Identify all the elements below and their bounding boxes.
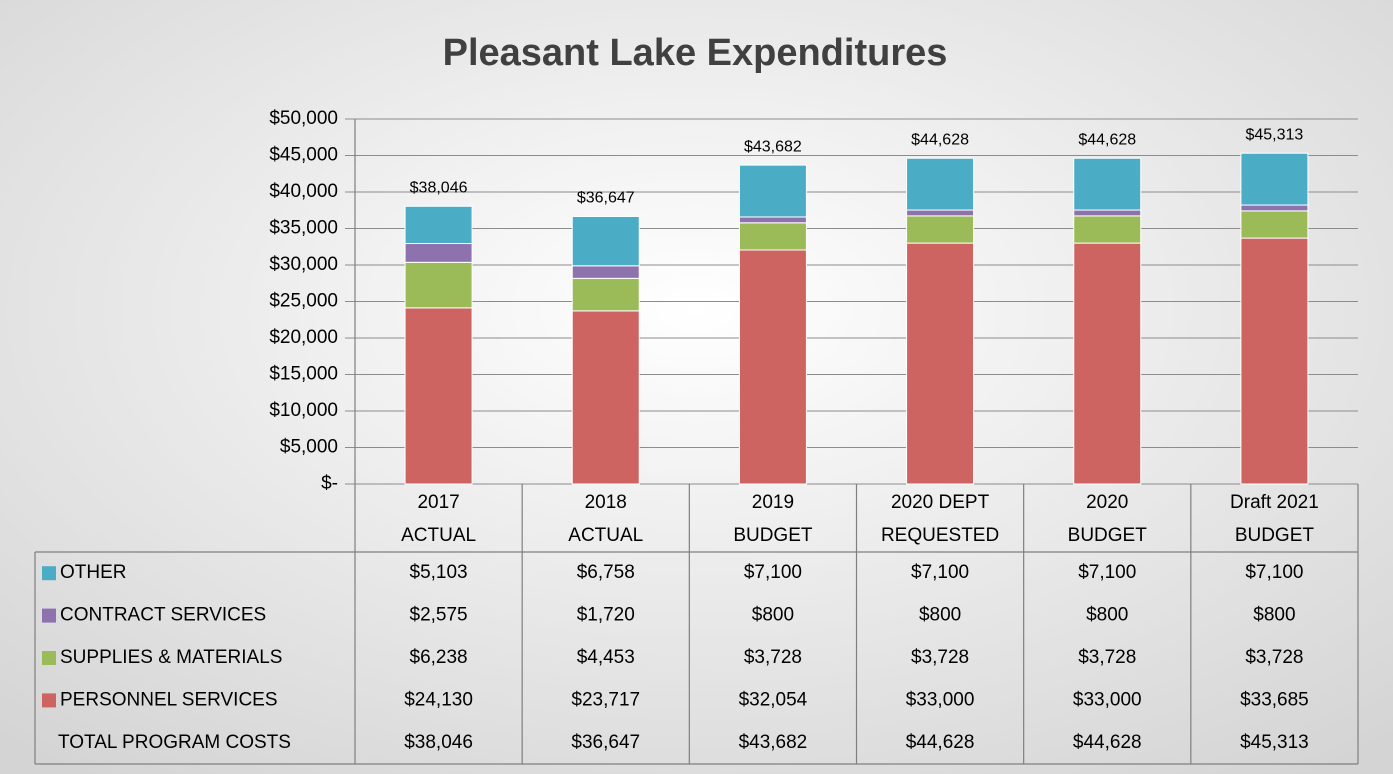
- bar-segment: [404, 205, 473, 245]
- category-label: REQUESTED: [881, 525, 999, 546]
- bar-segment: [404, 261, 473, 309]
- category-label: ACTUAL: [401, 525, 476, 546]
- bar-segment: [906, 157, 975, 211]
- category-label: 2019: [752, 492, 794, 513]
- legend-label: CONTRACT SERVICES: [60, 605, 266, 626]
- table-cell: $23,717: [571, 689, 640, 710]
- table-cell: $6,758: [577, 562, 635, 583]
- bar-segment: [1073, 242, 1142, 485]
- chart-title: Pleasant Lake Expenditures: [443, 32, 948, 74]
- legend-label: OTHER: [60, 562, 127, 583]
- bar-segment: [571, 310, 640, 485]
- table-cell: $24,130: [404, 689, 473, 710]
- y-tick-label: $10,000: [269, 400, 338, 421]
- category-label: BUDGET: [1235, 525, 1315, 546]
- bar-segment: [906, 215, 975, 244]
- legend-swatch: [42, 651, 56, 665]
- table-cell: $800: [919, 605, 961, 626]
- total-label: $44,628: [1078, 131, 1136, 148]
- table-cell: $1,720: [577, 605, 635, 626]
- bar-segment: [1240, 210, 1309, 239]
- category-label: 2020 DEPT: [891, 492, 990, 513]
- table-cell: $800: [1086, 605, 1128, 626]
- table-cell: $3,728: [1078, 647, 1136, 668]
- category-label: 2020: [1086, 492, 1128, 513]
- bar-segment: [571, 265, 640, 279]
- total-label: $45,313: [1245, 126, 1303, 143]
- table-cell: $2,575: [410, 605, 468, 626]
- table-cell: $44,628: [1073, 732, 1142, 753]
- y-tick-label: $25,000: [269, 291, 338, 312]
- total-label: $43,682: [744, 138, 802, 155]
- table-cell: $38,046: [404, 732, 473, 753]
- legend-label: SUPPLIES & MATERIALS: [60, 647, 282, 668]
- bar-segment: [1240, 152, 1309, 206]
- bar-segment: [1073, 209, 1142, 217]
- table-cell: $6,238: [410, 647, 468, 668]
- legend-swatch: [42, 693, 56, 708]
- bar-segment: [1073, 215, 1142, 244]
- bar-segment: [738, 216, 807, 224]
- table-cell: $4,453: [577, 647, 635, 668]
- legend-label: TOTAL PROGRAM COSTS: [58, 732, 291, 753]
- bar-segment: [738, 222, 807, 251]
- y-tick-label: $50,000: [269, 108, 338, 129]
- bar-segment: [404, 243, 473, 263]
- y-tick-label: $15,000: [269, 364, 338, 385]
- table-cell: $3,728: [1245, 647, 1303, 668]
- bar-segment: [1240, 204, 1309, 212]
- bar-segment: [738, 249, 807, 485]
- table-cell: $3,728: [744, 647, 802, 668]
- bar-segment: [906, 242, 975, 485]
- y-tick-label: $-: [321, 473, 338, 494]
- total-label: $38,046: [410, 179, 468, 196]
- y-tick-label: $30,000: [269, 254, 338, 275]
- bar-segment: [1073, 157, 1142, 211]
- table-cell: $36,647: [571, 732, 640, 753]
- category-label: Draft 2021: [1230, 492, 1319, 513]
- bar-segment: [571, 277, 640, 312]
- table-cell: $800: [752, 605, 794, 626]
- y-tick-label: $45,000: [269, 145, 338, 166]
- table-cell: $7,100: [911, 562, 969, 583]
- table-cell: $7,100: [1078, 562, 1136, 583]
- table-cell: $33,685: [1240, 689, 1309, 710]
- category-label: 2018: [585, 492, 627, 513]
- table-cell: $45,313: [1240, 732, 1309, 753]
- category-label: BUDGET: [1068, 525, 1148, 546]
- category-label: BUDGET: [733, 525, 813, 546]
- bar-segment: [1240, 237, 1309, 485]
- legend-label: PERSONNEL SERVICES: [60, 689, 278, 710]
- category-label: 2017: [417, 492, 459, 513]
- bar-segment: [738, 164, 807, 218]
- table-cell: $33,000: [1073, 689, 1142, 710]
- y-tick-label: $40,000: [269, 181, 338, 202]
- y-tick-label: $20,000: [269, 327, 338, 348]
- bar-segment: [571, 215, 640, 267]
- total-label: $44,628: [911, 131, 969, 148]
- table-cell: $7,100: [744, 562, 802, 583]
- y-tick-label: $35,000: [269, 218, 338, 239]
- table-cell: $33,000: [906, 689, 975, 710]
- category-label: ACTUAL: [568, 525, 643, 546]
- table-cell: $7,100: [1245, 562, 1303, 583]
- bar-segment: [404, 307, 473, 485]
- total-label: $36,647: [577, 190, 635, 207]
- legend-swatch: [42, 608, 56, 623]
- table-cell: $3,728: [911, 647, 969, 668]
- table-cell: $43,682: [739, 732, 808, 753]
- legend-swatch: [42, 566, 56, 581]
- table-cell: $32,054: [739, 689, 808, 710]
- y-tick-label: $5,000: [280, 437, 338, 458]
- table-cell: $5,103: [410, 562, 468, 583]
- table-cell: $44,628: [906, 732, 975, 753]
- table-cell: $800: [1253, 605, 1295, 626]
- bar-segment: [906, 209, 975, 217]
